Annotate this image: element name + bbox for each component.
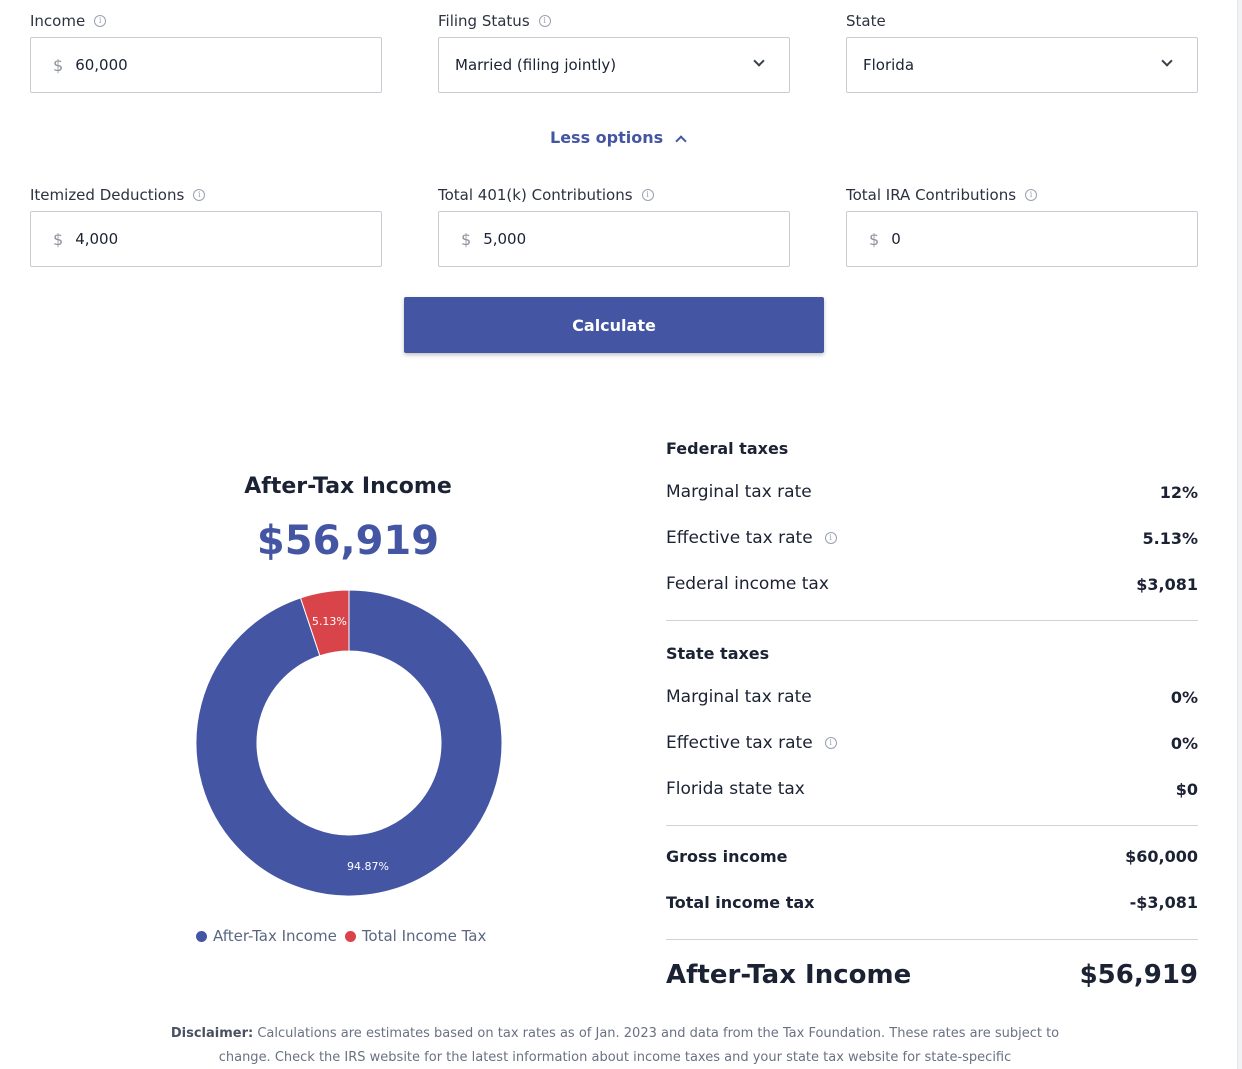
final-value: $56,919 bbox=[1079, 960, 1198, 990]
row-value: $3,081 bbox=[1136, 574, 1198, 594]
contrib-401k-input[interactable]: $ 5,000 bbox=[438, 211, 790, 267]
dollar-sign: $ bbox=[869, 229, 880, 249]
legend-label: After-Tax Income bbox=[213, 927, 337, 945]
itemized-deductions-label: Itemized Deductions i bbox=[30, 186, 206, 204]
legend-item-income-tax[interactable]: Total Income Tax bbox=[344, 927, 487, 945]
dollar-sign: $ bbox=[53, 55, 64, 75]
disclaimer: Disclaimer: Calculations are estimates b… bbox=[170, 1022, 1060, 1069]
state-label-text: State bbox=[846, 12, 886, 30]
row-label: Effective tax rate bbox=[666, 528, 813, 548]
divider bbox=[666, 620, 1198, 621]
total-income-tax-row: Total income tax -$3,081 bbox=[666, 893, 1198, 912]
contrib-401k-value[interactable]: 5,000 bbox=[483, 230, 527, 248]
info-icon[interactable]: i bbox=[94, 15, 107, 27]
calculate-button[interactable]: Calculate bbox=[404, 297, 824, 353]
page-scrollbar[interactable] bbox=[1237, 0, 1242, 1069]
final-label: After-Tax Income bbox=[666, 960, 912, 990]
legend-label: Total Income Tax bbox=[361, 927, 487, 945]
dollar-sign: $ bbox=[53, 229, 64, 249]
itemized-deductions-label-text: Itemized Deductions bbox=[30, 186, 185, 204]
row-value: 0% bbox=[1170, 733, 1198, 753]
row-value: 5.13% bbox=[1142, 528, 1198, 548]
donut-slice-label: 5.13% bbox=[312, 615, 347, 628]
info-icon[interactable]: i bbox=[538, 15, 551, 27]
info-icon[interactable]: i bbox=[1025, 189, 1038, 201]
itemized-deductions-value[interactable]: 4,000 bbox=[75, 230, 119, 248]
donut-chart: 94.87% 5.13% bbox=[195, 589, 503, 897]
donut-slice-income-tax[interactable] bbox=[299, 589, 350, 657]
row-label: Federal income tax bbox=[666, 574, 829, 594]
contrib-ira-input[interactable]: $ 0 bbox=[846, 211, 1198, 267]
row-value: $60,000 bbox=[1125, 847, 1198, 866]
row-value: $0 bbox=[1175, 779, 1198, 799]
row-label: Marginal tax rate bbox=[666, 482, 812, 502]
info-icon[interactable]: i bbox=[193, 189, 206, 201]
disclaimer-text: Calculations are estimates based on tax … bbox=[218, 1026, 1060, 1065]
row-value: 12% bbox=[1159, 482, 1198, 502]
state-taxes-heading: State taxes bbox=[666, 644, 770, 663]
donut-slice-after-tax[interactable] bbox=[195, 589, 503, 897]
state-label: State bbox=[846, 12, 886, 30]
income-input[interactable]: $ 60,000 bbox=[30, 37, 382, 93]
divider bbox=[666, 825, 1198, 826]
chevron-up-icon[interactable] bbox=[675, 134, 687, 147]
row-label: Effective tax rate bbox=[666, 733, 813, 753]
after-tax-income-title: After-Tax Income bbox=[244, 474, 452, 499]
row-label: Florida state tax bbox=[666, 779, 805, 799]
row-label: Marginal tax rate bbox=[666, 687, 812, 707]
contrib-401k-label: Total 401(k) Contributions i bbox=[438, 186, 654, 204]
contrib-ira-label: Total IRA Contributions i bbox=[846, 186, 1038, 204]
after-tax-income-amount: $56,919 bbox=[256, 518, 440, 564]
legend-dot-icon bbox=[196, 930, 207, 942]
chart-legend: After-Tax Income Total Income Tax bbox=[196, 927, 486, 945]
divider bbox=[666, 939, 1198, 940]
state-value[interactable]: Florida bbox=[863, 56, 915, 74]
final-after-tax-row: After-Tax Income $56,919 bbox=[666, 960, 1198, 990]
row-label: Total income tax bbox=[666, 893, 815, 912]
row-label: Gross income bbox=[666, 847, 788, 866]
federal-effective-row: Effective tax rate i 5.13% bbox=[666, 528, 1198, 548]
legend-dot-icon bbox=[344, 930, 356, 942]
state-tax-row: Florida state tax $0 bbox=[666, 779, 1198, 799]
income-value[interactable]: 60,000 bbox=[75, 56, 128, 74]
info-icon[interactable]: i bbox=[824, 737, 837, 749]
info-icon[interactable]: i bbox=[824, 532, 837, 544]
contrib-ira-value[interactable]: 0 bbox=[891, 230, 901, 248]
state-effective-row: Effective tax rate i 0% bbox=[666, 733, 1198, 753]
federal-taxes-heading: Federal taxes bbox=[666, 439, 789, 458]
contrib-ira-label-text: Total IRA Contributions bbox=[846, 186, 1017, 204]
filing-status-label-text: Filing Status bbox=[438, 12, 530, 30]
row-value: 0% bbox=[1170, 687, 1198, 707]
less-options-toggle[interactable]: Less options bbox=[550, 128, 687, 147]
income-label-text: Income bbox=[30, 12, 86, 30]
row-value: -$3,081 bbox=[1129, 893, 1198, 912]
state-marginal-row: Marginal tax rate 0% bbox=[666, 687, 1198, 707]
row-label-wrap: Effective tax rate i bbox=[666, 733, 837, 753]
itemized-deductions-input[interactable]: $ 4,000 bbox=[30, 211, 382, 267]
filing-status-select[interactable]: Married (filing jointly) bbox=[438, 37, 790, 93]
less-options-label[interactable]: Less options bbox=[550, 128, 664, 147]
dollar-sign: $ bbox=[461, 229, 472, 249]
federal-marginal-row: Marginal tax rate 12% bbox=[666, 482, 1198, 502]
info-icon[interactable]: i bbox=[641, 189, 654, 201]
gross-income-row: Gross income $60,000 bbox=[666, 847, 1198, 866]
contrib-401k-label-text: Total 401(k) Contributions bbox=[438, 186, 633, 204]
filing-status-value[interactable]: Married (filing jointly) bbox=[455, 56, 617, 74]
state-select[interactable]: Florida bbox=[846, 37, 1198, 93]
donut-slice-label: 94.87% bbox=[347, 860, 389, 873]
disclaimer-label: Disclaimer: bbox=[170, 1026, 254, 1041]
federal-income-tax-row: Federal income tax $3,081 bbox=[666, 574, 1198, 594]
legend-item-after-tax[interactable]: After-Tax Income bbox=[196, 927, 337, 945]
filing-status-label: Filing Status i bbox=[438, 12, 551, 30]
income-label: Income i bbox=[30, 12, 107, 30]
row-label-wrap: Effective tax rate i bbox=[666, 528, 837, 548]
